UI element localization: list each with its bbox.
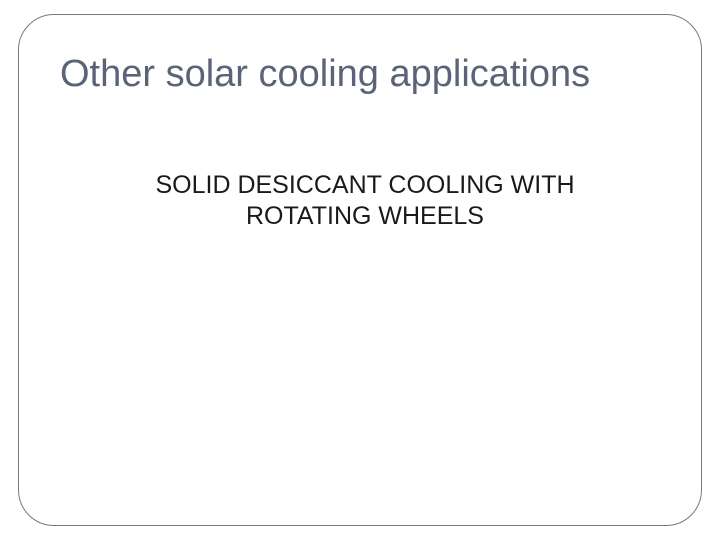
slide-title: Other solar cooling applications: [60, 54, 660, 96]
slide-container: Other solar cooling applications SOLID D…: [0, 0, 720, 540]
slide-subtitle: SOLID DESICCANT COOLING WITH ROTATING WH…: [130, 170, 600, 233]
